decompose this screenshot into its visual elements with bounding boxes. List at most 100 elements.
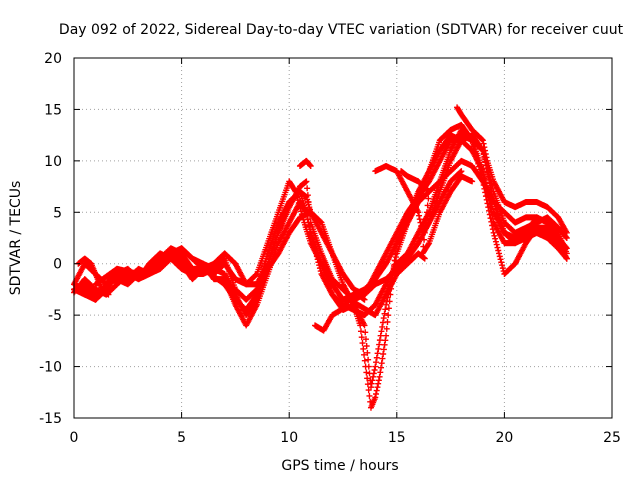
data-point — [365, 356, 372, 363]
data-point — [498, 259, 505, 266]
data-point — [563, 255, 570, 262]
data-point — [489, 206, 496, 213]
y-tick-label: -10 — [39, 360, 62, 376]
data-point — [378, 360, 385, 367]
data-point — [499, 265, 506, 272]
data-point — [496, 250, 503, 257]
data-point — [372, 391, 379, 397]
data-point — [372, 394, 379, 401]
data-point — [303, 178, 310, 185]
data-point — [469, 178, 476, 185]
data-point — [390, 268, 397, 275]
data-marks — [71, 104, 570, 411]
data-point — [491, 232, 498, 239]
data-point — [489, 226, 496, 233]
data-point — [487, 215, 494, 222]
data-point — [482, 151, 489, 157]
data-point — [417, 219, 424, 226]
data-point — [364, 375, 371, 382]
data-point — [378, 364, 385, 371]
data-point — [425, 241, 432, 248]
data-point — [307, 226, 314, 233]
data-point — [377, 369, 384, 376]
data-point — [382, 337, 389, 344]
data-point — [378, 328, 385, 335]
data-point — [472, 151, 479, 158]
data-point — [480, 182, 487, 189]
data-point — [481, 185, 488, 192]
data-point — [490, 229, 497, 236]
y-tick-label: 0 — [53, 257, 62, 273]
data-point — [479, 175, 486, 182]
data-point — [374, 350, 381, 357]
data-point — [563, 244, 570, 251]
data-point — [495, 247, 502, 254]
data-point — [361, 296, 368, 303]
data-point — [375, 380, 382, 387]
data-point — [376, 341, 383, 348]
data-point — [304, 216, 311, 223]
x-tick-label: 5 — [177, 430, 186, 446]
y-axis-label: SDTVAR / TECUs — [8, 181, 24, 296]
data-point — [357, 328, 364, 335]
x-tick-label: 20 — [495, 430, 513, 446]
data-point — [377, 332, 384, 339]
data-point — [390, 263, 397, 269]
data-point — [364, 381, 371, 388]
y-tick-label: 20 — [44, 51, 62, 67]
data-point — [424, 202, 431, 209]
y-tick-label: 10 — [44, 154, 62, 170]
data-point — [374, 384, 381, 391]
data-point — [484, 200, 491, 207]
data-point — [366, 392, 373, 399]
data-point — [369, 377, 376, 384]
data-point — [423, 209, 430, 216]
data-point — [421, 236, 428, 243]
data-point — [391, 257, 398, 264]
series-track-7 — [296, 157, 314, 169]
x-tick-label: 15 — [388, 430, 406, 446]
data-point — [489, 222, 496, 229]
data-point — [479, 137, 486, 144]
data-point — [482, 147, 489, 154]
data-point — [563, 235, 570, 241]
data-point — [492, 238, 499, 245]
data-point — [497, 256, 504, 263]
data-point — [379, 323, 386, 330]
data-point — [475, 160, 482, 167]
x-axis-label: GPS time / hours — [281, 458, 398, 474]
data-point — [385, 312, 392, 319]
data-point — [487, 184, 494, 191]
series-track-11 — [454, 104, 570, 236]
data-point — [361, 351, 368, 358]
data-point — [375, 377, 382, 384]
data-point — [376, 337, 383, 344]
data-point — [486, 194, 493, 201]
data-point — [472, 149, 479, 156]
data-point — [486, 180, 493, 187]
data-point — [383, 325, 390, 332]
y-tick-label: -15 — [39, 411, 62, 427]
data-point — [563, 245, 570, 252]
data-point — [478, 172, 485, 179]
data-point — [492, 235, 499, 242]
series-track-12 — [346, 250, 428, 319]
data-point — [362, 363, 369, 370]
data-point — [305, 219, 312, 226]
data-point — [304, 192, 311, 199]
series-track-13 — [75, 255, 112, 298]
data-point — [479, 136, 486, 143]
data-point — [477, 169, 484, 176]
data-point — [306, 223, 313, 229]
x-tick-label: 0 — [70, 430, 79, 446]
data-point — [363, 343, 370, 349]
data-point — [382, 306, 389, 313]
y-tick-label: 5 — [53, 205, 62, 221]
data-point — [494, 244, 501, 251]
data-point — [496, 253, 503, 260]
data-point — [480, 140, 487, 147]
data-point — [422, 223, 429, 229]
data-point — [488, 187, 495, 194]
